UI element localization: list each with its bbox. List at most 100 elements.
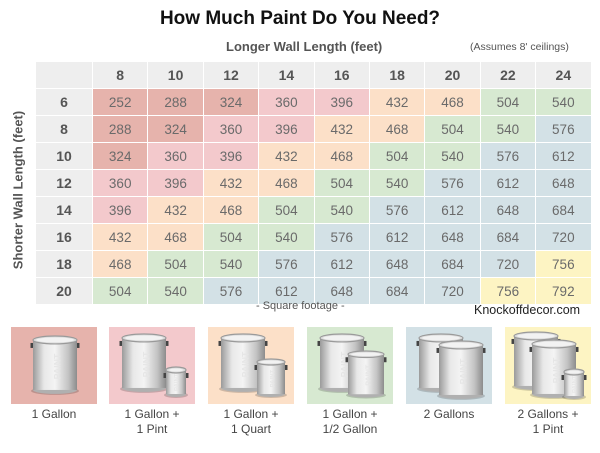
x-axis-label: Longer Wall Length (feet) [226, 39, 383, 54]
paint-table: 8 10 12 14 16 18 20 22 24 6 252 288 324 360 396 432 468 5… [36, 62, 591, 304]
table-cell: 576 [369, 197, 425, 223]
table-cell: 540 [536, 89, 591, 115]
table-cell: 576 [425, 170, 480, 196]
table-cell: 288 [93, 116, 148, 142]
legend-item: PAINT PAINT 1 Gallon +1 Pint [109, 327, 195, 437]
svg-text:PAINT: PAINT [240, 351, 250, 377]
row-header: 10 [36, 143, 92, 169]
table-cell: 468 [259, 170, 314, 196]
legend-label-line1: 1 Gallon + [124, 407, 180, 421]
svg-text:PAINT: PAINT [270, 369, 276, 387]
table-cell: 504 [480, 89, 536, 115]
row-header: 16 [36, 224, 92, 250]
table-cell: 504 [148, 251, 203, 277]
table-cell: 432 [203, 170, 259, 196]
table-cell: 540 [369, 170, 425, 196]
svg-text:PAINT: PAINT [52, 353, 62, 379]
legend-label-line2: 1 Pint [532, 422, 564, 436]
table-cell: 504 [259, 197, 314, 223]
table-corner [36, 62, 92, 88]
table-cell: 468 [425, 89, 480, 115]
legend-swatch: PAINT PAINT [208, 327, 294, 404]
table-cell: 360 [148, 143, 203, 169]
row-header: 20 [36, 278, 92, 304]
y-axis-label: Shorter Wall Length (feet) [10, 110, 26, 270]
legend-label: 1 Gallon +1/2 Gallon [307, 407, 393, 437]
table-cell: 684 [369, 278, 425, 304]
table-cell: 468 [203, 197, 259, 223]
gallon-paint-can-icon: PAINT [30, 335, 80, 402]
table-cell: 360 [203, 116, 259, 142]
table-cell: 612 [314, 251, 369, 277]
column-header: 16 [314, 62, 369, 88]
table-cell: 648 [369, 251, 425, 277]
table-cell: 360 [93, 170, 148, 196]
column-header: 10 [148, 62, 203, 88]
table-cell: 792 [536, 278, 591, 304]
legend-swatch: PAINT PAINT [406, 327, 492, 404]
table-cell: 540 [148, 278, 203, 304]
legend-item: PAINT PAINT 1 Gallon +1/2 Gallon [307, 327, 393, 437]
legend-swatch: PAINT PAINT [109, 327, 195, 404]
chart-title: How Much Paint Do You Need? [159, 8, 441, 29]
quart-paint-can-icon: PAINT [254, 358, 288, 404]
legend-label-line2: 1 Pint [136, 422, 168, 436]
svg-text:PAINT: PAINT [339, 351, 349, 377]
square-footage-label: - Square footage - [256, 300, 345, 312]
table-cell: 468 [314, 143, 369, 169]
table-cell: 756 [480, 278, 536, 304]
table-cell: 540 [425, 143, 480, 169]
table-cell: 612 [369, 224, 425, 250]
legend-label-line1: 2 Gallons + [517, 407, 579, 421]
table-cell: 396 [93, 197, 148, 223]
table-cell: 648 [425, 224, 480, 250]
column-header: 18 [369, 62, 425, 88]
table-cell: 576 [314, 224, 369, 250]
table-cell: 252 [93, 89, 148, 115]
ceiling-note: (Assumes 8' ceilings) [470, 41, 569, 53]
column-header: 20 [425, 62, 480, 88]
table-cell: 396 [203, 143, 259, 169]
pint-paint-can-icon: PAINT [163, 366, 189, 404]
table-cell: 468 [148, 224, 203, 250]
svg-text:PAINT: PAINT [363, 364, 372, 386]
legend-item: PAINT PAINT [505, 327, 591, 437]
table-cell: 576 [536, 116, 591, 142]
table-cell: 396 [148, 170, 203, 196]
svg-text:PAINT: PAINT [141, 351, 151, 377]
table-cell: 504 [425, 116, 480, 142]
table-cell: 288 [148, 89, 203, 115]
legend-label: 1 Gallon +1 Pint [109, 407, 195, 437]
table-cell: 432 [314, 116, 369, 142]
table-cell: 396 [259, 116, 314, 142]
table-cell: 720 [480, 251, 536, 277]
table-cell: 540 [480, 116, 536, 142]
table-cell: 504 [203, 224, 259, 250]
table-cell: 648 [480, 197, 536, 223]
table-cell: 540 [203, 251, 259, 277]
table-cell: 612 [425, 197, 480, 223]
table-cell: 576 [480, 143, 536, 169]
legend-item: PAINT PAINT 2 Gallons [406, 327, 492, 422]
table-cell: 648 [536, 170, 591, 196]
row-header: 14 [36, 197, 92, 223]
column-header: 24 [536, 62, 591, 88]
table-cell: 612 [536, 143, 591, 169]
column-header: 8 [93, 62, 148, 88]
legend-label-line2: 1/2 Gallon [322, 422, 378, 436]
legend-label-line1: 2 Gallons [423, 407, 475, 421]
pint-paint-can-icon: PAINT [561, 368, 587, 404]
legend-swatch: PAINT [11, 327, 97, 404]
table-cell: 324 [203, 89, 259, 115]
table-cell: 576 [259, 251, 314, 277]
table-cell: 576 [203, 278, 259, 304]
table-cell: 432 [148, 197, 203, 223]
legend-swatch: PAINT PAINT [307, 327, 393, 404]
table-cell: 396 [314, 89, 369, 115]
legend-item: PAINT 1 Gallon [11, 327, 97, 422]
table-cell: 360 [259, 89, 314, 115]
table-cell: 648 [314, 278, 369, 304]
table-cell: 684 [480, 224, 536, 250]
table-cell: 756 [536, 251, 591, 277]
legend-label-line1: 1 Gallon [31, 407, 77, 421]
